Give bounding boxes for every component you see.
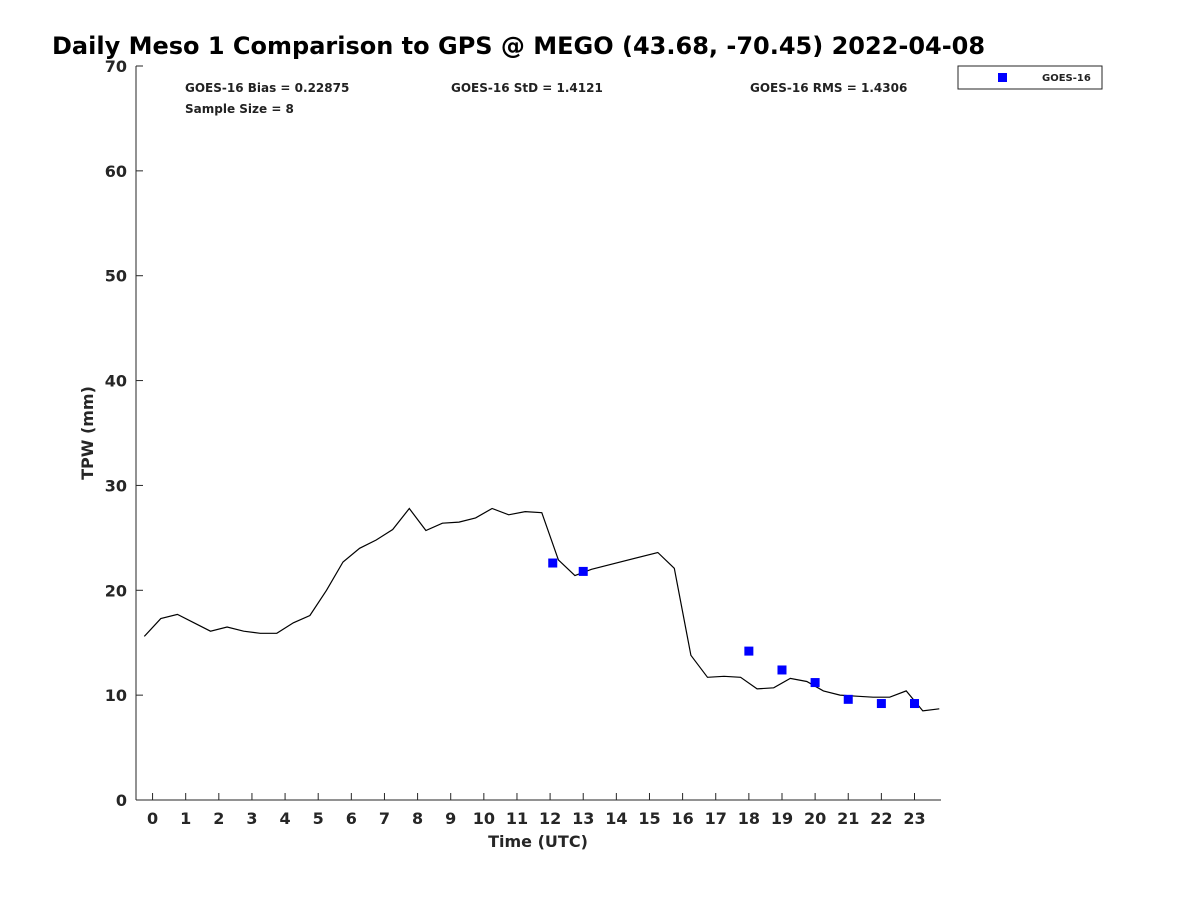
x-tick-label: 4	[280, 809, 291, 828]
y-tick-label: 20	[105, 581, 127, 600]
legend-box	[957, 65, 1103, 90]
x-tick-label: 6	[346, 809, 357, 828]
y-tick-label: 30	[105, 476, 127, 495]
bias-stat: GOES-16 Bias = 0.22875	[185, 81, 349, 95]
goes16-point	[548, 558, 558, 568]
y-tick-label: 0	[116, 791, 127, 810]
x-tick-label: 7	[379, 809, 390, 828]
x-tick-label: 22	[870, 809, 892, 828]
goes16-point	[843, 694, 853, 704]
y-tick-label: 40	[105, 372, 127, 391]
goes16-point	[876, 699, 886, 709]
y-tick-label: 10	[105, 686, 127, 705]
legend-marker-goes16	[998, 73, 1007, 82]
x-tick-label: 13	[572, 809, 594, 828]
y-axis-title: TPW (mm)	[78, 386, 97, 480]
x-tick-label: 0	[147, 809, 158, 828]
x-tick-label: 19	[771, 809, 793, 828]
legend-label-goes16: GOES-16	[1042, 73, 1091, 84]
x-tick-label: 21	[837, 809, 859, 828]
x-tick-label: 15	[638, 809, 660, 828]
std-stat: GOES-16 StD = 1.4121	[451, 81, 603, 95]
y-tick-label: 50	[105, 267, 127, 286]
y-tick-label: 70	[105, 57, 127, 76]
x-tick-label: 2	[213, 809, 224, 828]
y-tick-label: 60	[105, 162, 127, 181]
x-tick-label: 16	[671, 809, 693, 828]
sample-size-stat: Sample Size = 8	[185, 102, 294, 116]
y-axis-ticks: 0 10 20 30 40 50 60 70	[105, 57, 143, 810]
x-tick-label: 3	[246, 809, 257, 828]
x-tick-label: 12	[539, 809, 561, 828]
legend: GOES-16	[957, 65, 1103, 90]
x-axis-ticks: 0 1 2 3 4 5 6 7 8 9 10 11 12 13 14 15 16 17 18 19 20 21 22 23	[147, 793, 926, 828]
chart-title: Daily Meso 1 Comparison to GPS @ MEGO (4…	[52, 32, 985, 60]
goes16-point	[909, 699, 919, 709]
x-tick-label: 18	[738, 809, 760, 828]
x-tick-label: 14	[605, 809, 627, 828]
x-tick-label: 5	[313, 809, 324, 828]
goes16-point	[578, 566, 588, 576]
goes16-point	[810, 678, 820, 688]
x-tick-label: 1	[180, 809, 191, 828]
x-tick-label: 23	[903, 809, 925, 828]
rms-stat: GOES-16 RMS = 1.4306	[750, 81, 907, 95]
goes16-point	[777, 665, 787, 675]
x-tick-label: 8	[412, 809, 423, 828]
series-layer	[143, 507, 940, 712]
x-axis-title: Time (UTC)	[488, 832, 588, 851]
goes16-point	[744, 646, 754, 656]
gps-tpw-line	[143, 507, 940, 712]
x-tick-label: 9	[445, 809, 456, 828]
x-tick-label: 10	[473, 809, 495, 828]
x-tick-label: 17	[705, 809, 727, 828]
x-tick-label: 20	[804, 809, 826, 828]
x-tick-label: 11	[506, 809, 528, 828]
